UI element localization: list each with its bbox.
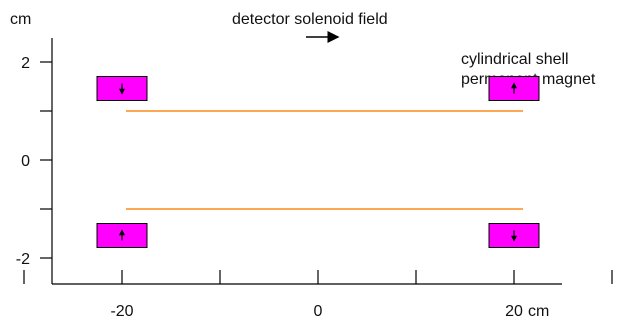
y-ticks: 2 0 -2	[16, 55, 52, 268]
y-tick-label-0: 2	[21, 55, 30, 72]
magnet-label-line1: cylindrical shell	[461, 51, 569, 68]
x-tick-label-3: 0	[314, 303, 323, 320]
magnet-top-left	[96, 76, 148, 101]
x-ticks: -20 0 20	[23, 270, 613, 320]
y-tick-label-4: -2	[16, 251, 30, 268]
magnets	[96, 76, 540, 248]
y-unit-label: cm	[10, 11, 31, 28]
x-tick-label-5: 20	[505, 303, 523, 320]
magnet-top-right	[488, 76, 540, 101]
magnet-bottom-left	[96, 223, 148, 248]
x-unit-label: cm	[528, 303, 549, 320]
x-tick-label-1: -20	[110, 303, 133, 320]
field-label: detector solenoid field	[232, 11, 388, 28]
y-tick-label-2: 0	[21, 153, 30, 170]
beam-lines	[126, 110, 523, 210]
magnet-bottom-right	[488, 223, 540, 248]
